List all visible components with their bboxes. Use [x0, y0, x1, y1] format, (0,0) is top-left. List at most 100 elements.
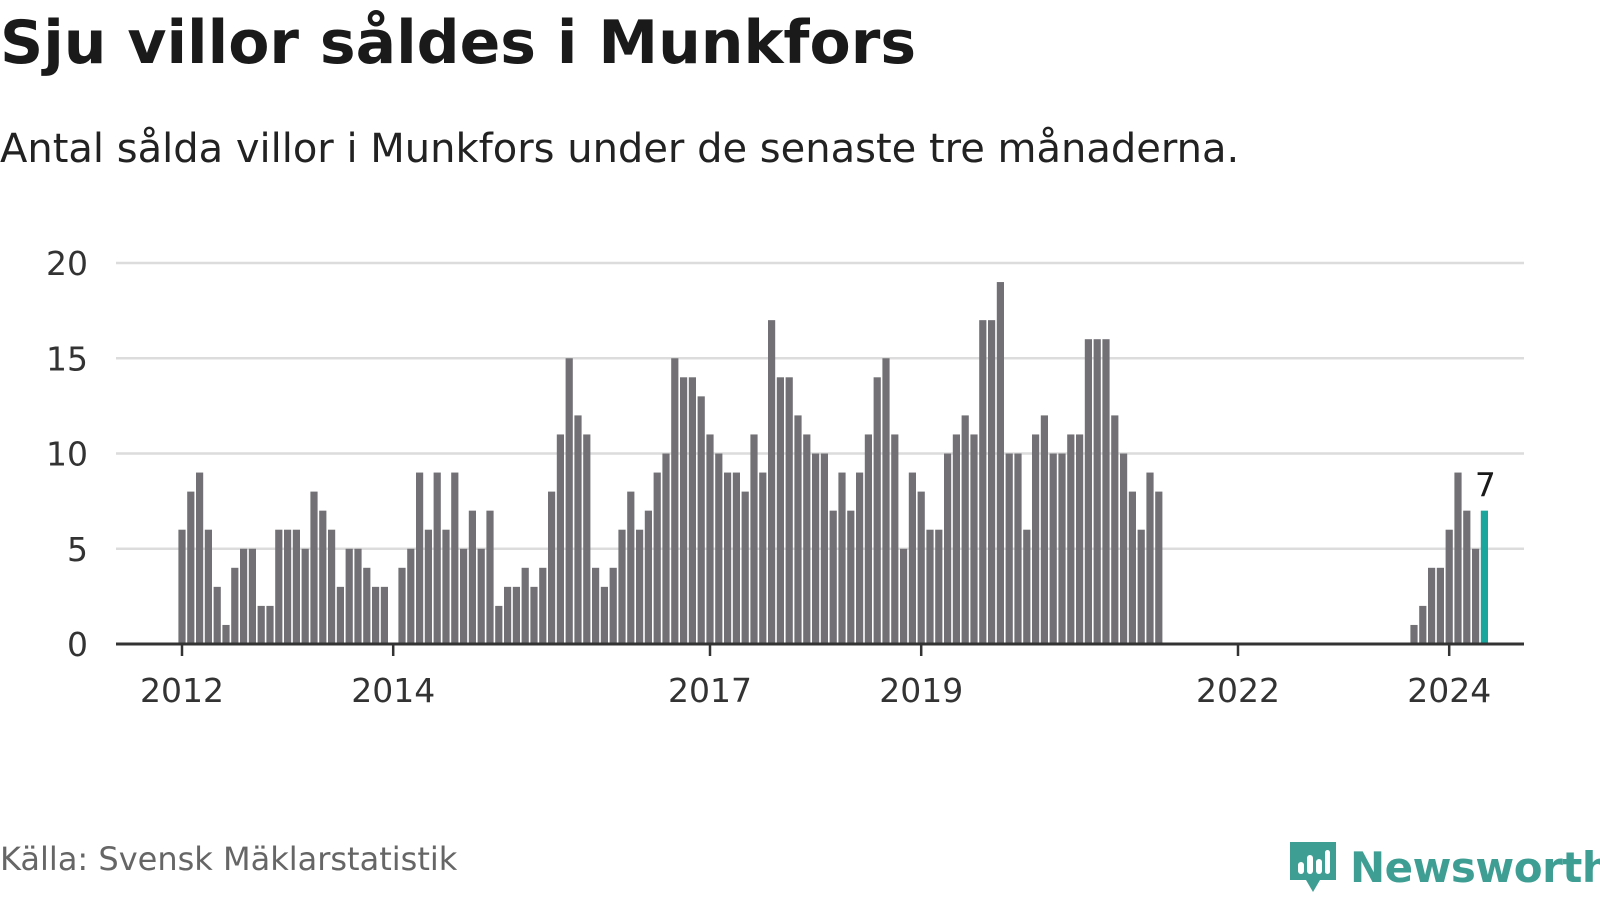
bar	[873, 377, 881, 644]
y-tick-label: 5	[67, 530, 88, 569]
bar	[820, 453, 828, 644]
y-tick-label: 20	[46, 244, 88, 283]
bar	[785, 377, 793, 644]
bar	[380, 586, 388, 644]
bar	[1454, 472, 1462, 644]
bar	[213, 586, 221, 644]
x-tick-label: 2024	[1407, 671, 1491, 710]
bar	[724, 472, 732, 644]
chart-title: Sju villor såldes i Munkfors	[0, 8, 917, 78]
bar	[556, 434, 564, 644]
bar	[451, 472, 459, 644]
bars	[178, 282, 1488, 644]
bar	[363, 567, 371, 644]
y-tick-label: 10	[46, 435, 88, 474]
bar	[944, 453, 952, 644]
bar	[979, 320, 987, 644]
bar	[1076, 434, 1084, 644]
bar	[345, 548, 353, 644]
bar	[609, 567, 617, 644]
source-note: Källa: Svensk Mäklarstatistik	[0, 840, 458, 878]
bar	[196, 472, 204, 644]
x-tick-label: 2019	[879, 671, 963, 710]
bar	[504, 586, 512, 644]
bar	[1049, 453, 1057, 644]
bar	[732, 472, 740, 644]
bar	[248, 548, 256, 644]
bar	[240, 548, 248, 644]
bar	[1005, 453, 1013, 644]
bar	[644, 510, 652, 644]
bar	[688, 377, 696, 644]
bar	[794, 415, 802, 644]
bar	[662, 453, 670, 644]
bar	[917, 491, 925, 644]
bar	[829, 510, 837, 644]
bar	[1436, 567, 1444, 644]
bar	[706, 434, 714, 644]
bar	[653, 472, 661, 644]
bar	[486, 510, 494, 644]
bar	[442, 529, 450, 644]
bar	[372, 586, 380, 644]
newsworthy-logo-icon	[1290, 842, 1336, 892]
bar	[900, 548, 908, 644]
bar	[512, 586, 520, 644]
bar	[1067, 434, 1075, 644]
bar	[803, 434, 811, 644]
bar	[301, 548, 309, 644]
bar	[1410, 624, 1418, 644]
bar	[319, 510, 327, 644]
bar	[178, 529, 186, 644]
bar	[592, 567, 600, 644]
bar	[1137, 529, 1145, 644]
bar	[1120, 453, 1128, 644]
bar	[1419, 605, 1427, 644]
bar	[627, 491, 635, 644]
bar	[1445, 529, 1453, 644]
bar	[1102, 339, 1110, 644]
bar	[847, 510, 855, 644]
bar	[416, 472, 424, 644]
bar	[697, 396, 705, 644]
bar	[310, 491, 318, 644]
x-tick-label: 2014	[351, 671, 435, 710]
bar	[398, 567, 406, 644]
bar	[292, 529, 300, 644]
bar	[407, 548, 415, 644]
bar	[231, 567, 239, 644]
x-tick-label: 2012	[140, 671, 224, 710]
bar	[961, 415, 969, 644]
bar	[468, 510, 476, 644]
bar	[908, 472, 916, 644]
bar	[495, 605, 503, 644]
y-axis-ticks: 0 5 10 15 20	[46, 244, 88, 664]
bar	[750, 434, 758, 644]
brand-logo[interactable]: Newsworthy	[1286, 838, 1600, 896]
bar	[776, 377, 784, 644]
bar	[1111, 415, 1119, 644]
bar	[864, 434, 872, 644]
bar	[636, 529, 644, 644]
bar	[768, 320, 776, 644]
bar	[715, 453, 723, 644]
bar	[521, 567, 529, 644]
y-tick-label: 0	[67, 625, 88, 664]
bar	[1040, 415, 1048, 644]
data-label-latest: 7	[1475, 466, 1496, 505]
bar	[1014, 453, 1022, 644]
bar	[812, 453, 820, 644]
bar-chart: 0 5 10 15 20 2012 2014 2017 2019 2022 2024 7	[46, 244, 1524, 710]
bar	[741, 491, 749, 644]
bar	[548, 491, 556, 644]
bar	[477, 548, 485, 644]
gridlines	[116, 261, 1524, 550]
bar	[1146, 472, 1154, 644]
bar	[952, 434, 960, 644]
bar	[284, 529, 292, 644]
bar	[1428, 567, 1436, 644]
y-tick-label: 15	[46, 339, 88, 378]
bar	[1058, 453, 1066, 644]
bar	[600, 586, 608, 644]
data-labels: 7	[1475, 466, 1496, 505]
